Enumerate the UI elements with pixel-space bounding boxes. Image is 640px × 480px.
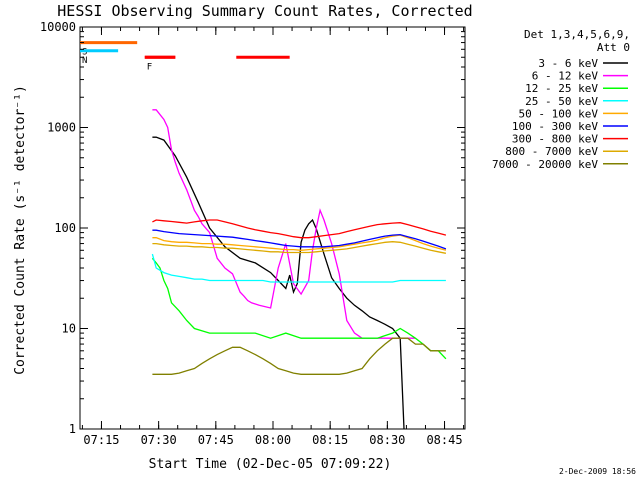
series-line-2 xyxy=(152,109,416,339)
y-tick-label: 100 xyxy=(54,221,76,235)
x-tick-label: 08:00 xyxy=(255,433,291,447)
footer-timestamp: 2-Dec-2009 18:56 xyxy=(559,467,636,476)
series-line-7 xyxy=(152,219,447,239)
state-marker-label: F xyxy=(147,62,152,72)
x-axis-label: Start Time (02-Dec-05 07:09:22) xyxy=(149,457,392,472)
series-line-1 xyxy=(152,136,405,430)
state-marker-label: N xyxy=(82,56,87,66)
x-tick-label: 08:15 xyxy=(312,433,348,447)
x-tick-label: 08:45 xyxy=(426,433,462,447)
series-line-4 xyxy=(151,253,446,283)
plot-area-frame xyxy=(79,26,466,430)
y-tick-label: 1 xyxy=(69,422,76,436)
y-tick-label: 10 xyxy=(62,322,76,336)
state-marker-label: S xyxy=(82,48,87,58)
chart-title: HESSI Observing Summary Count Rates, Cor… xyxy=(57,2,472,20)
legend-entry-label: 100 - 300 keV xyxy=(512,120,598,133)
y-tick-label: 10000 xyxy=(40,20,76,34)
plot-area: SN F xyxy=(80,41,447,430)
legend-title-line-2: Att 0 xyxy=(597,41,630,54)
y-axis: 1 10 100 1000 10000 xyxy=(40,20,465,436)
series-line-9 xyxy=(152,337,446,375)
legend-entry-label: 300 - 800 keV xyxy=(512,133,598,146)
x-tick-label: 07:30 xyxy=(141,433,177,447)
legend-entry-label: 3 - 6 keV xyxy=(538,57,598,70)
legend-entry-label: 50 - 100 keV xyxy=(519,107,599,120)
x-tick-label: 07:15 xyxy=(83,433,119,447)
x-axis: 07:15 07:30 07:45 08:00 08:15 08:30 08:45 xyxy=(81,27,465,447)
y-tick-label: 1000 xyxy=(47,121,76,135)
legend-title-line-1: Det 1,3,4,5,6,9, xyxy=(524,28,630,41)
legend-entry-label: 25 - 50 keV xyxy=(525,95,598,108)
legend-entry-label: 7000 - 20000 keV xyxy=(492,158,598,171)
series-line-8 xyxy=(152,241,447,254)
legend-entry-label: 6 - 12 keV xyxy=(532,70,599,83)
series-line-3 xyxy=(151,257,447,360)
x-tick-label: 08:30 xyxy=(369,433,405,447)
series-line-6 xyxy=(152,229,447,250)
legend-entry-label: 12 - 25 keV xyxy=(525,82,598,95)
y-axis-label: Corrected Count Rate (s⁻¹ detector⁻¹) xyxy=(13,85,28,375)
legend-entry-label: 800 - 7000 keV xyxy=(505,145,598,158)
series-line-5 xyxy=(152,234,447,251)
x-tick-label: 07:45 xyxy=(198,433,234,447)
